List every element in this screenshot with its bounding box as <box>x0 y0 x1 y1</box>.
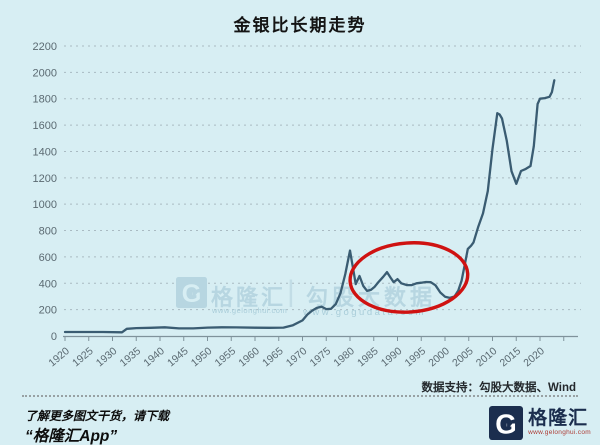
dotted-divider <box>22 395 578 397</box>
gelonghui-logo-icon: G <box>489 406 524 440</box>
logo-brand-name: 格隆汇 <box>528 408 589 430</box>
watermark-divider: | <box>287 275 295 308</box>
svg-text:1800: 1800 <box>33 94 57 106</box>
watermark-g-letter: G <box>182 280 202 308</box>
watermark-partner-url: www.gogudata.com <box>303 307 426 318</box>
svg-text:2200: 2200 <box>33 41 57 53</box>
watermark-g-arrow <box>192 290 200 299</box>
svg-text:600: 600 <box>39 252 57 264</box>
logo-g-letter: G <box>495 409 516 440</box>
footer-promo-line1: 了解更多图文干货，请下载 <box>25 409 170 423</box>
highlight-ellipse <box>348 241 470 314</box>
svg-text:1400: 1400 <box>33 146 57 158</box>
svg-text:2000: 2000 <box>33 67 57 79</box>
svg-text:1600: 1600 <box>33 120 57 132</box>
svg-text:1000: 1000 <box>33 199 57 211</box>
logo-brand-url: www.gelonghui.com <box>528 429 591 437</box>
gold-silver-ratio-chart <box>63 79 556 334</box>
chart-axes-layer: 0 200 400 600 800 1000 1200 1400 1600 1800 2000 220… <box>33 41 581 369</box>
svg-text:1200: 1200 <box>33 173 57 185</box>
data-source-note: 数据支持：勾股大数据、Wind <box>421 382 577 394</box>
watermark-gelonghui-logo-icon: G <box>176 277 207 308</box>
ratio-line <box>63 79 556 334</box>
watermark-brand-text: 格隆汇 <box>211 285 287 310</box>
svg-text:0: 0 <box>51 331 57 343</box>
gelonghui-logo-block: G 格隆汇 www.gelonghui.com <box>489 406 591 440</box>
logo-g-arrow <box>507 420 516 430</box>
svg-text:400: 400 <box>39 278 57 290</box>
svg-text:200: 200 <box>39 305 57 317</box>
watermark-brand-url: www.gelonghui.com <box>212 306 288 315</box>
svg-text:800: 800 <box>39 226 57 238</box>
footer-promo-line2: “格隆汇App” <box>25 428 118 445</box>
chart-title: 金银比长期走势 <box>233 16 367 35</box>
